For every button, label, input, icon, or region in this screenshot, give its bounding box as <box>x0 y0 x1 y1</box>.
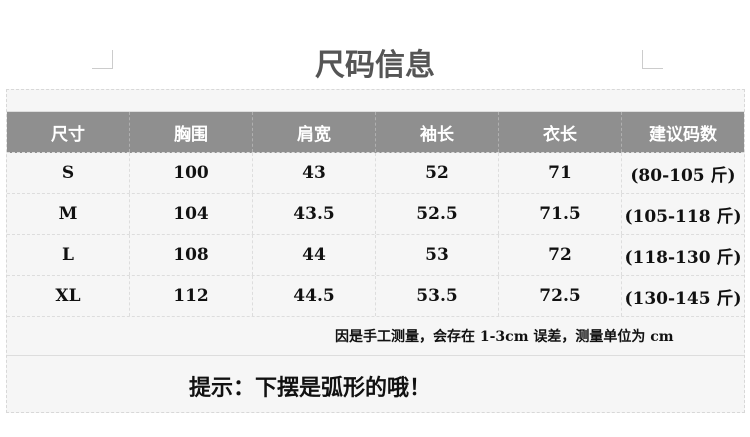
table-cell: 52.5 <box>376 194 499 234</box>
column-header: 肩宽 <box>253 112 376 152</box>
table-cell: 108 <box>130 235 253 275</box>
table-cell: (118-130 斤) <box>624 247 742 268</box>
table-cell: (80-105 斤) <box>630 165 736 186</box>
corner-mark-left <box>92 50 113 69</box>
page-title: 尺码信息 <box>315 48 435 83</box>
table-cell: (105-118 斤) <box>624 206 742 227</box>
table-cell: 53.5 <box>376 276 499 316</box>
column-header: 建议码数 <box>649 124 717 145</box>
table-row: S 100 43 52 71 (80-105 斤) <box>7 153 744 194</box>
table-row: M 104 43.5 52.5 71.5 (105-118 斤) <box>7 194 744 235</box>
table-cell: 72 <box>499 235 622 275</box>
column-header: 胸围 <box>130 112 253 152</box>
table-cell: 71 <box>499 153 622 193</box>
table-cell: 72.5 <box>499 276 622 316</box>
hem-tip: 提示：下摆是弧形的哦！ <box>189 375 432 401</box>
table-cell: 53 <box>376 235 499 275</box>
table-cell: L <box>7 235 130 275</box>
table-cell: 71.5 <box>499 194 622 234</box>
table-cell: 43.5 <box>253 194 376 234</box>
table-cell: 112 <box>130 276 253 316</box>
table-cell: XL <box>7 276 130 316</box>
table-cell: 104 <box>130 194 253 234</box>
corner-mark-right <box>642 50 663 69</box>
spacer-row <box>7 90 744 112</box>
measurement-note: 因是手工测量，会存在 1-3cm 误差，测量单位为 cm <box>7 317 744 356</box>
column-header: 袖长 <box>376 112 499 152</box>
column-header: 衣长 <box>499 112 622 152</box>
table-cell: S <box>7 153 130 193</box>
table-row: XL 112 44.5 53.5 72.5 (130-145 斤) <box>7 276 744 317</box>
size-table: 尺寸 胸围 肩宽 袖长 衣长 建议码数 S 100 43 52 71 (80-105 斤) M 104 4… <box>6 89 745 413</box>
table-header: 尺寸 胸围 肩宽 袖长 衣长 建议码数 <box>7 112 744 153</box>
table-cell: M <box>7 194 130 234</box>
table-cell: 100 <box>130 153 253 193</box>
table-cell: 44 <box>253 235 376 275</box>
table-cell: (130-145 斤) <box>624 288 742 309</box>
table-cell: 43 <box>253 153 376 193</box>
table-cell: 52 <box>376 153 499 193</box>
table-row: L 108 44 53 72 (118-130 斤) <box>7 235 744 276</box>
column-header: 尺寸 <box>7 112 130 152</box>
table-cell: 44.5 <box>253 276 376 316</box>
